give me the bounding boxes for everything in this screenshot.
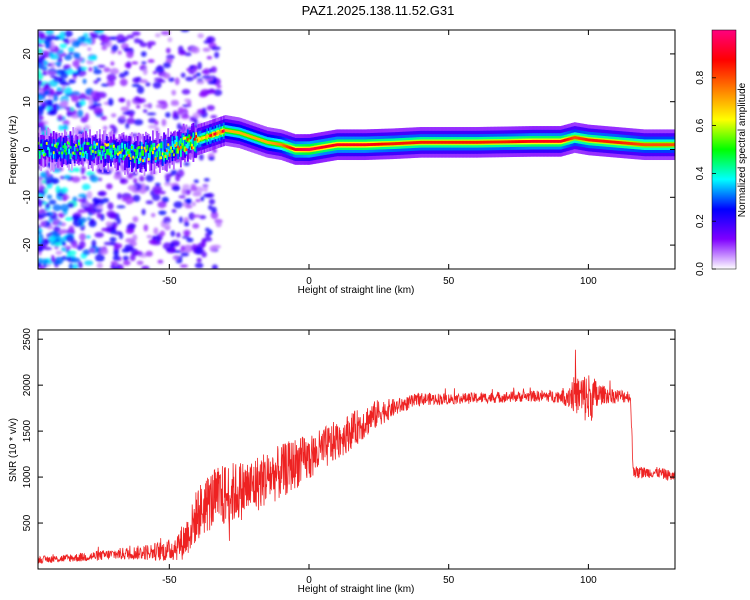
colorbar: 0.0 0.2 0.4 0.6 0.8 Normalized spectral ampl… [695, 29, 748, 276]
colorbar-tick-label: 0.8 [695, 70, 706, 84]
y-tick-label: 1500 [22, 420, 33, 443]
y-tick-label: -20 [22, 237, 33, 252]
figure-title: PAZ1.2025.138.11.52.G31 [302, 3, 455, 18]
x-tick-label: -50 [162, 575, 177, 586]
spectrogram-y-axis-label: Frequency (Hz) [8, 116, 19, 185]
y-tick-label: 0 [22, 146, 33, 152]
colorbar-ticks: 0.0 0.2 0.4 0.6 0.8 [695, 70, 716, 276]
x-tick-label: 50 [443, 276, 455, 287]
colorbar-tick-label: 0.2 [695, 214, 706, 228]
colorbar-label: Normalized spectral amplitude [737, 82, 748, 217]
y-tick-label: 500 [22, 514, 33, 531]
x-tick-label: 100 [580, 276, 597, 287]
snr-panel: -50 0 50 100 500 1000 1500 2000 2500 Height of … [8, 328, 676, 595]
spectrogram-heatmap [38, 30, 675, 269]
y-tick-label: -10 [22, 190, 33, 205]
snr-series-line [38, 349, 675, 564]
x-tick-label: 0 [306, 575, 312, 586]
y-tick-label: 2000 [22, 374, 33, 397]
spectrogram-x-axis-label: Height of straight line (km) [298, 285, 415, 296]
snr-frame [37, 329, 676, 570]
y-tick-label: 1000 [22, 466, 33, 489]
colorbar-tick-label: 0.4 [695, 166, 706, 180]
colorbar-tick-label: 0.0 [695, 262, 706, 276]
spectrogram-panel: -50 0 50 100 -20 -10 0 10 20 Height of straight… [8, 29, 676, 296]
x-tick-label: -50 [162, 276, 177, 287]
snr-x-axis-label: Height of straight line (km) [298, 584, 415, 595]
colorbar-gradient [711, 29, 737, 270]
x-tick-label: 0 [306, 276, 312, 287]
spectrogram-y-ticks: -20 -10 0 10 20 [22, 48, 675, 252]
y-tick-label: 10 [22, 96, 33, 108]
y-tick-label: 20 [22, 48, 33, 60]
snr-y-axis-label: SNR (10 * v/v) [8, 418, 19, 482]
snr-x-ticks: -50 0 50 100 [162, 330, 597, 586]
spectrogram-x-ticks: -50 0 50 100 [162, 30, 597, 287]
snr-y-ticks: 500 1000 1500 2000 2500 [22, 328, 675, 531]
x-tick-label: 50 [443, 575, 455, 586]
y-tick-label: 2500 [22, 328, 33, 351]
colorbar-tick-label: 0.6 [695, 118, 706, 132]
x-tick-label: 100 [580, 575, 597, 586]
